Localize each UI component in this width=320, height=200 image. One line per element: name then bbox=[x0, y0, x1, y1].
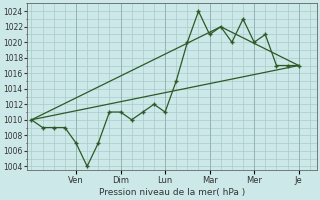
X-axis label: Pression niveau de la mer( hPa ): Pression niveau de la mer( hPa ) bbox=[99, 188, 245, 197]
